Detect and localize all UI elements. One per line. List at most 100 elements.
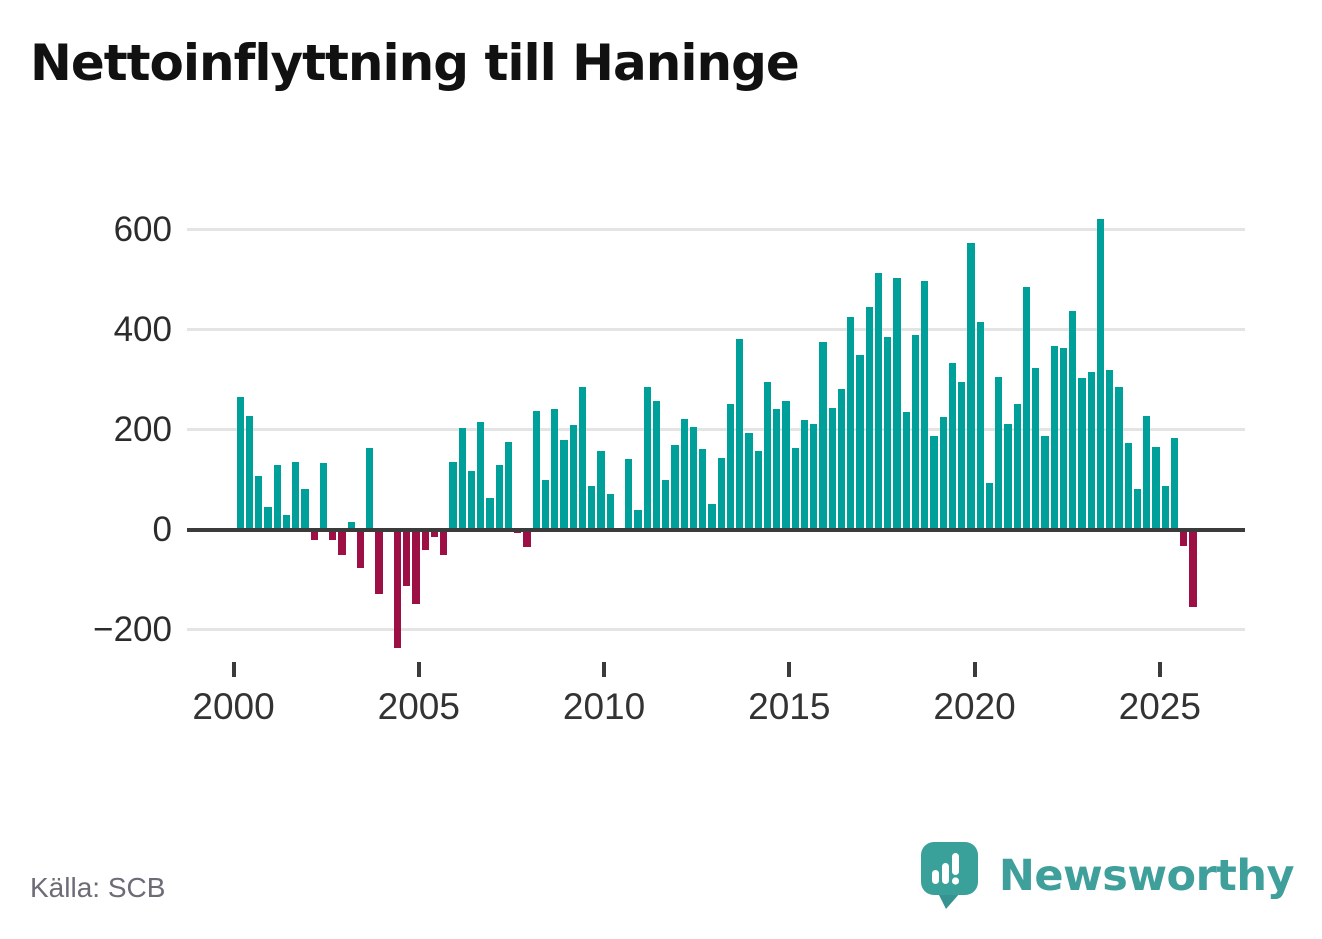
bar-2022-q2 xyxy=(1059,347,1068,530)
bar-2012-q2 xyxy=(689,427,698,530)
bar-2004-q3 xyxy=(403,529,411,586)
bar-2012-q4 xyxy=(708,503,716,530)
source-caption: Källa: SCB xyxy=(30,872,166,903)
x-tick-label-2025: 2025 xyxy=(1118,686,1201,727)
newsworthy-logo-icon xyxy=(920,842,978,909)
bar-2019-q4 xyxy=(967,242,975,530)
bar-2000-q4 xyxy=(264,507,272,530)
bar-2020-q3 xyxy=(995,377,1003,530)
bar-2021-q3 xyxy=(1032,367,1040,530)
brand-lockup: Newsworthy xyxy=(920,842,1295,910)
bar-2002-q3 xyxy=(329,529,337,540)
bar-2019-q3 xyxy=(958,381,966,530)
x-axis-zero-line xyxy=(187,527,1245,532)
bar-2025-q4 xyxy=(1189,529,1197,607)
bar-2013-q2 xyxy=(726,404,735,530)
bar-2015-q2 xyxy=(800,420,809,530)
bar-2005-q2 xyxy=(430,529,439,537)
bar-2001-q3 xyxy=(292,461,300,530)
y-tick-label-600: 600 xyxy=(113,209,172,249)
bar-2024-q3 xyxy=(1143,416,1151,530)
bar-2008-q2 xyxy=(541,479,550,530)
y-tick-label-200: 200 xyxy=(113,409,172,449)
bar-2005-q3 xyxy=(440,529,448,555)
bar-2010-q4 xyxy=(634,510,642,530)
x-tick-label-2015: 2015 xyxy=(748,686,831,727)
bar-2004-q2 xyxy=(393,529,402,648)
y-tick-label-0: 0 xyxy=(152,509,172,549)
bar-2013-q3 xyxy=(736,338,744,530)
x-tick-2005 xyxy=(416,662,421,677)
bar-2017-q2 xyxy=(874,273,883,530)
bar-2012-q1 xyxy=(680,418,688,530)
bar-2022-q1 xyxy=(1050,345,1058,530)
x-tick-2020 xyxy=(972,662,977,677)
bar-2025-q2 xyxy=(1170,437,1179,530)
y-tick-label--200: −200 xyxy=(93,609,172,649)
bar-2025-q3 xyxy=(1180,529,1188,546)
bar-2006-q2 xyxy=(467,471,476,530)
bar-2015-q1 xyxy=(791,448,799,530)
bar-2008-q3 xyxy=(551,408,559,530)
bar-2024-q2 xyxy=(1133,488,1142,530)
bar-2024-q1 xyxy=(1124,443,1132,530)
chart-title: Nettoinflyttning till Haninge xyxy=(30,34,800,92)
bar-2002-q1 xyxy=(310,529,318,540)
bar-2011-q4 xyxy=(671,444,679,530)
bar-2010-q3 xyxy=(625,459,633,530)
bar-2018-q2 xyxy=(911,335,920,530)
bar-2022-q3 xyxy=(1069,310,1077,530)
bar-2018-q3 xyxy=(921,280,929,530)
bar-2016-q2 xyxy=(837,388,846,530)
x-tick-label-2010: 2010 xyxy=(562,686,646,727)
bar-2017-q3 xyxy=(884,336,892,530)
bar-2006-q3 xyxy=(477,422,485,530)
bar-2005-q4 xyxy=(449,462,457,530)
bar-2018-q4 xyxy=(930,436,938,530)
bar-2004-q4 xyxy=(412,529,420,604)
bar-2025-q1 xyxy=(1161,486,1169,530)
bar-2003-q3 xyxy=(366,448,374,530)
bar-2015-q4 xyxy=(819,342,827,530)
bar-2011-q2 xyxy=(652,400,661,530)
bar-2016-q4 xyxy=(856,354,864,530)
bar-2023-q4 xyxy=(1115,386,1123,530)
bar-2022-q4 xyxy=(1078,378,1086,530)
bar-2001-q2 xyxy=(282,514,291,530)
gridline-400 xyxy=(187,328,1245,331)
bar-2009-q2 xyxy=(578,387,587,530)
bar-2016-q3 xyxy=(847,317,855,530)
bar-2007-q1 xyxy=(495,464,503,530)
bar-2011-q1 xyxy=(643,387,651,530)
bar-2016-q1 xyxy=(828,407,836,530)
bar-2006-q1 xyxy=(458,428,466,530)
bar-2007-q4 xyxy=(523,529,531,547)
gridline-600 xyxy=(187,228,1245,231)
bar-2003-q2 xyxy=(356,529,365,568)
gridline-200 xyxy=(187,428,1245,431)
bar-2014-q2 xyxy=(763,381,772,530)
bar-2018-q1 xyxy=(902,411,910,530)
bar-2003-q1 xyxy=(347,522,355,530)
bar-2017-q1 xyxy=(865,306,873,530)
x-tick-label-2020: 2020 xyxy=(933,686,1016,727)
bar-2002-q4 xyxy=(338,529,346,555)
bar-2015-q3 xyxy=(810,423,818,530)
bar-2019-q2 xyxy=(948,362,957,530)
bar-2001-q4 xyxy=(301,488,309,530)
bar-2021-q4 xyxy=(1041,436,1049,530)
bar-2021-q2 xyxy=(1022,287,1031,530)
bar-2001-q1 xyxy=(273,464,281,530)
bar-2013-q1 xyxy=(717,457,725,530)
bar-2000-q2 xyxy=(245,415,254,530)
bar-2023-q3 xyxy=(1106,369,1114,530)
bar-2024-q4 xyxy=(1152,446,1160,530)
bar-2007-q2 xyxy=(504,442,513,530)
bar-2011-q3 xyxy=(662,480,670,530)
bar-2019-q1 xyxy=(939,416,947,530)
bar-2009-q4 xyxy=(597,451,605,530)
bar-2003-q4 xyxy=(375,529,383,594)
x-tick-2025 xyxy=(1157,662,1162,677)
